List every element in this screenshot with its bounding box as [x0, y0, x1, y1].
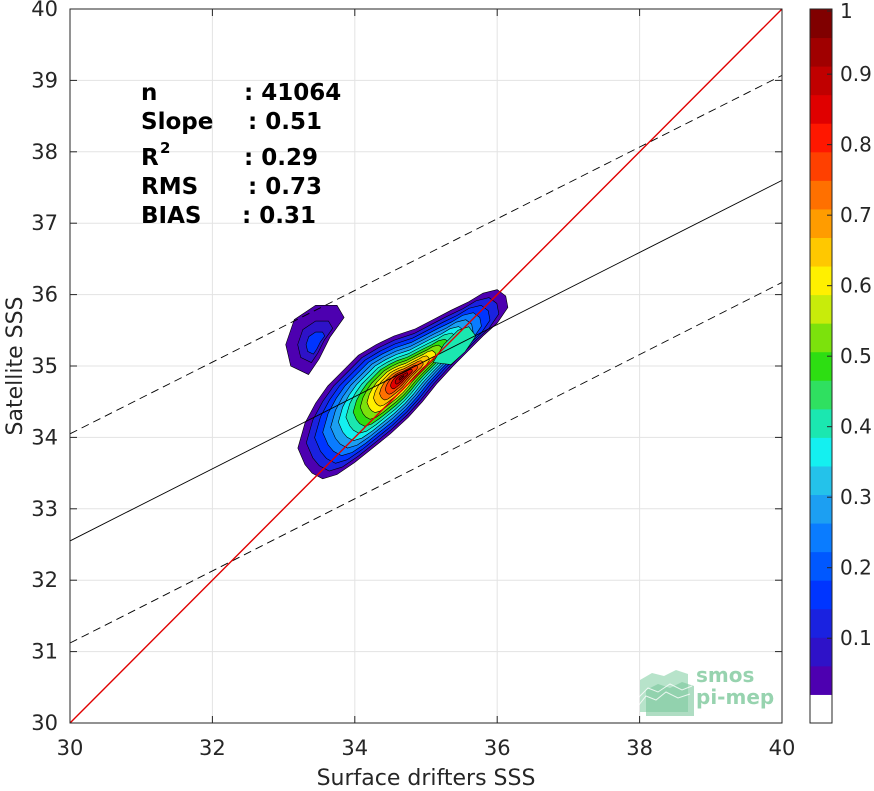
colorbar-segment [810, 294, 832, 324]
colorbar-tick-label: 1 [840, 0, 853, 23]
logo-text-line2: pi-mep [696, 685, 774, 709]
colorbar-segment [810, 408, 832, 438]
colorbar-tick-label: 0.4 [840, 415, 872, 439]
stat-value: : 41064 [244, 80, 341, 106]
colorbar-segment [810, 580, 832, 610]
reference-lines [69, 8, 783, 724]
colorbar-segment [810, 94, 832, 124]
y-tick-label: 33 [31, 497, 58, 521]
colorbar-segment [810, 237, 832, 267]
colorbar-tick-label: 0.3 [840, 485, 872, 509]
colorbar-tick-label: 0.7 [840, 203, 872, 227]
colorbar-segment [810, 208, 832, 238]
y-tick-label: 36 [31, 283, 58, 307]
colorbar-segment [810, 180, 832, 210]
x-tick-label: 40 [769, 736, 796, 760]
colorbar-segment [810, 694, 832, 724]
colorbar-tick-label: 0.8 [840, 133, 872, 157]
y-tick-label: 32 [31, 568, 58, 592]
colorbar: 0.1 0.2 0.3 0.4 0.5 0.6 0.7 0.8 0.9 1 [809, 0, 872, 724]
stat-superscript: 2 [160, 139, 170, 157]
secondary-cluster-contour [305, 331, 326, 355]
colorbar-segment [810, 66, 832, 96]
y-axis-label: Satellite SSS [3, 297, 28, 436]
smos-pi-mep-logo: smos pi-mep [637, 663, 774, 716]
contour-ridge [432, 326, 477, 365]
stat-value: : 0.73 [248, 174, 322, 200]
contour-level [398, 375, 405, 381]
colorbar-segment [810, 9, 832, 39]
x-axis-ticks: 30 32 34 36 38 40 [57, 9, 796, 760]
one-to-one-line [69, 8, 783, 724]
colorbar-segment [810, 608, 832, 638]
x-tick-label: 30 [57, 736, 84, 760]
y-tick-label: 34 [31, 425, 58, 449]
colorbar-segment [810, 437, 832, 467]
colorbar-tick-label: 0.9 [840, 62, 872, 86]
x-tick-label: 38 [626, 736, 653, 760]
colorbar-tick-label: 0.1 [840, 626, 872, 650]
colorbar-tick-label: 0.6 [840, 274, 872, 298]
colorbar-segment [810, 637, 832, 667]
colorbar-segment [810, 123, 832, 153]
upper-bound-line [69, 75, 783, 435]
y-axis-ticks: 30 31 32 33 34 35 36 37 38 39 40 [31, 0, 782, 735]
colorbar-segment [810, 266, 832, 296]
colorbar-segment [810, 351, 832, 381]
stat-label: R [141, 145, 159, 171]
stat-value: : 0.29 [244, 145, 318, 171]
regression-line [69, 179, 783, 542]
y-tick-label: 35 [31, 354, 58, 378]
y-tick-label: 38 [31, 140, 58, 164]
colorbar-frame [809, 8, 833, 724]
lower-bound-line [69, 282, 783, 644]
colorbar-segment [810, 380, 832, 410]
colorbar-segment [810, 323, 832, 353]
x-axis-label: Surface drifters SSS [317, 766, 536, 787]
colorbar-segment [810, 37, 832, 67]
x-tick-label: 34 [341, 736, 368, 760]
y-tick-label: 37 [31, 211, 58, 235]
x-tick-label: 36 [484, 736, 511, 760]
x-tick-label: 32 [199, 736, 226, 760]
colorbar-tick-label: 0.5 [840, 344, 872, 368]
colorbar-segment [810, 523, 832, 553]
stat-label: BIAS [141, 203, 201, 229]
y-tick-label: 30 [31, 711, 58, 735]
logo-text-line1: smos [696, 663, 754, 687]
colorbar-segment [810, 665, 832, 695]
stat-label: n [141, 80, 157, 106]
y-tick-label: 39 [31, 68, 58, 92]
colorbar-segment [810, 494, 832, 524]
stat-label: RMS [141, 174, 198, 200]
stat-value: : 0.51 [248, 109, 322, 135]
y-tick-label: 31 [31, 640, 58, 664]
colorbar-segment [810, 465, 832, 496]
stats-box: n : 41064 Slope : 0.51 R 2 : 0.29 RMS : 0.73 BIAS… [141, 80, 341, 229]
y-tick-label: 40 [31, 0, 58, 21]
colorbar-segment [810, 551, 832, 581]
colorbar-segment [810, 151, 832, 181]
colorbar-tick-label: 0.2 [840, 556, 872, 580]
stat-value: : 0.31 [242, 203, 316, 229]
stat-label: Slope [141, 109, 213, 135]
